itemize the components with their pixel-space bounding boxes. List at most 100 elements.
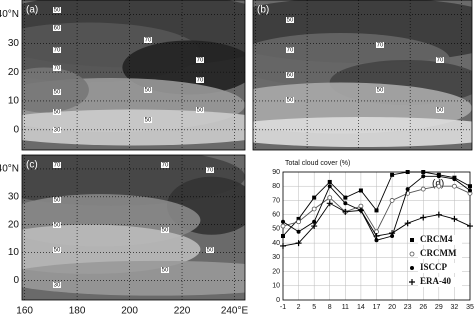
contour-label: 50 — [287, 18, 294, 24]
map-frame — [21, 154, 246, 301]
y-tick-label: 0 — [13, 124, 19, 135]
legend-marker — [409, 251, 415, 257]
map-frame — [252, 0, 473, 151]
contour-label: 70 — [162, 163, 169, 169]
contour-map: 50 70 60 50 70 50 70 50 — [253, 0, 472, 150]
contour-label: 50 — [207, 248, 214, 254]
y-tick-label: 80 — [272, 183, 280, 190]
contour-label: 30 — [54, 283, 61, 289]
marker — [311, 206, 317, 212]
y-tick-label: 20 — [272, 268, 280, 275]
contour-label-bg — [144, 87, 152, 93]
contour-shading — [22, 109, 245, 146]
marker — [435, 211, 442, 218]
y-tick-label: 30 — [8, 38, 20, 49]
contour-label: 70 — [377, 43, 384, 49]
y-tick-label: 30 — [8, 191, 20, 202]
contour-label: 50 — [54, 90, 61, 96]
marker — [404, 220, 411, 227]
contour-label: 70 — [287, 48, 294, 54]
legend-marker — [410, 266, 414, 270]
marker — [420, 186, 426, 192]
legend-label: ISCCP — [420, 262, 448, 272]
contour-label: 70 — [54, 163, 61, 169]
marker — [436, 183, 442, 189]
contour-label-bg — [161, 227, 169, 233]
marker — [405, 170, 410, 174]
contour-shading — [253, 117, 472, 147]
contour-label: 70 — [54, 48, 61, 54]
x-tick-label: 23 — [404, 304, 412, 311]
contour-label-bg — [144, 37, 152, 43]
x-tick-label: 200 — [121, 306, 138, 317]
y-tick-label: 60 — [272, 212, 280, 219]
panel-label: (a) — [26, 5, 38, 16]
marker — [312, 195, 317, 200]
contour-label-bg — [53, 127, 61, 133]
marker — [468, 188, 472, 193]
contour-label-bg — [53, 25, 61, 31]
contour-label-bg — [53, 282, 61, 288]
contour-label: 50 — [54, 198, 61, 204]
legend-label: CRCMM — [420, 248, 457, 258]
panel-label: (c) — [26, 160, 38, 171]
x-tick-label: 5 — [312, 304, 316, 311]
marker — [342, 208, 349, 215]
contour-label-bg — [53, 109, 61, 115]
contour-label-bg — [53, 162, 61, 168]
contour-label-bg — [196, 107, 204, 113]
x-tick-label: 26 — [419, 304, 427, 311]
contour-map: 70 50 50 50 30 70 50 50 70 50 — [22, 155, 245, 300]
contour-label: 60 — [287, 73, 294, 79]
y-tick-label: 0 — [13, 275, 19, 286]
contour-label-bg — [206, 167, 214, 173]
marker — [452, 183, 457, 189]
legend-marker — [410, 238, 414, 242]
marker — [295, 240, 302, 247]
legend-marker — [409, 279, 415, 285]
contour-label-bg — [53, 222, 61, 228]
contour-label: 50 — [162, 268, 169, 274]
x-tick-label: 8 — [328, 304, 332, 311]
contour-label-bg — [286, 97, 294, 103]
panel-label: (b) — [257, 5, 269, 16]
y-tick-label: 20 — [8, 67, 20, 78]
marker — [467, 223, 473, 230]
marker — [326, 200, 333, 207]
marker — [358, 188, 363, 193]
contour-label: 50 — [54, 248, 61, 254]
contour-label-bg — [206, 247, 214, 253]
contour-label-bg — [53, 47, 61, 53]
contour-label: 50 — [54, 223, 61, 229]
contour-label-bg — [436, 107, 444, 113]
marker — [343, 195, 348, 200]
marker — [421, 170, 426, 174]
marker — [389, 198, 395, 203]
contour-label-bg — [161, 267, 169, 273]
contour-label-bg — [286, 47, 294, 53]
y-tick-label: 40°N — [0, 164, 19, 175]
marker — [357, 207, 364, 214]
x-tick-label: -1 — [280, 304, 286, 311]
contour-label-bg — [144, 117, 152, 123]
marker — [312, 219, 317, 224]
y-tick-label: 0 — [276, 297, 280, 304]
contour-label: 70 — [54, 66, 61, 72]
y-tick-label: 20 — [8, 219, 20, 230]
contour-label: 70 — [197, 78, 204, 84]
contour-label: 50 — [377, 88, 384, 94]
contour-label-bg — [286, 17, 294, 23]
contour-label-bg — [161, 162, 169, 168]
legend-label: CRCM4 — [420, 234, 453, 244]
contour-label-bg — [376, 42, 384, 48]
marker — [280, 223, 286, 229]
x-tick-label: 160 — [16, 306, 33, 317]
marker — [452, 177, 457, 182]
x-tick-label: 17 — [373, 304, 381, 311]
legend-bg — [418, 249, 462, 259]
contour-map: 50 60 70 70 50 50 30 70 50 50 70 70 50 — [22, 0, 245, 150]
marker — [311, 223, 318, 230]
contour-label-bg — [376, 87, 384, 93]
marker — [296, 219, 301, 225]
